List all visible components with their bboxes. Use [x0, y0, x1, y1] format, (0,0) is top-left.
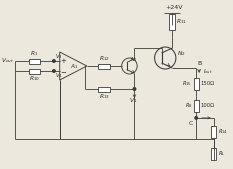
Text: $A_1$: $A_1$ — [70, 63, 79, 71]
Text: $V_4$: $V_4$ — [55, 71, 63, 80]
Text: $R_1$: $R_1$ — [31, 49, 39, 58]
Text: $-$: $-$ — [60, 68, 67, 74]
Text: B: B — [197, 61, 202, 66]
Text: $N_1$: $N_1$ — [130, 55, 138, 64]
Text: $R_{11}$: $R_{11}$ — [176, 18, 187, 27]
Circle shape — [53, 60, 55, 62]
Circle shape — [53, 70, 55, 72]
Bar — [29, 68, 40, 74]
Text: $I_{out}$: $I_{out}$ — [203, 67, 213, 76]
Bar — [169, 14, 175, 30]
Text: $V_1$: $V_1$ — [129, 96, 138, 105]
Text: $R_L$: $R_L$ — [218, 149, 225, 158]
Text: $R_{12}$: $R_{12}$ — [99, 54, 110, 63]
Text: $V_{out}$: $V_{out}$ — [1, 57, 14, 65]
Bar — [211, 148, 216, 160]
Circle shape — [133, 88, 136, 90]
Bar — [211, 126, 216, 138]
Text: +: + — [61, 58, 67, 64]
Text: C: C — [189, 121, 193, 126]
Bar — [194, 100, 199, 112]
Text: +24V: +24V — [165, 5, 183, 10]
Bar — [99, 64, 110, 68]
Text: $R_8$: $R_8$ — [185, 101, 192, 110]
Bar — [29, 58, 40, 64]
Circle shape — [195, 117, 198, 119]
Bar — [194, 78, 199, 90]
Text: $R_{10}$: $R_{10}$ — [29, 74, 40, 83]
Text: $V_3$: $V_3$ — [55, 52, 63, 61]
Text: $R_{15}$: $R_{15}$ — [182, 79, 192, 88]
Text: $R_{13}$: $R_{13}$ — [99, 92, 110, 101]
Text: $N_2$: $N_2$ — [177, 50, 185, 58]
Text: $R_{14}$: $R_{14}$ — [218, 127, 228, 136]
Text: 150Ω: 150Ω — [200, 81, 214, 86]
Bar — [99, 87, 110, 91]
Text: 100Ω: 100Ω — [200, 103, 214, 108]
